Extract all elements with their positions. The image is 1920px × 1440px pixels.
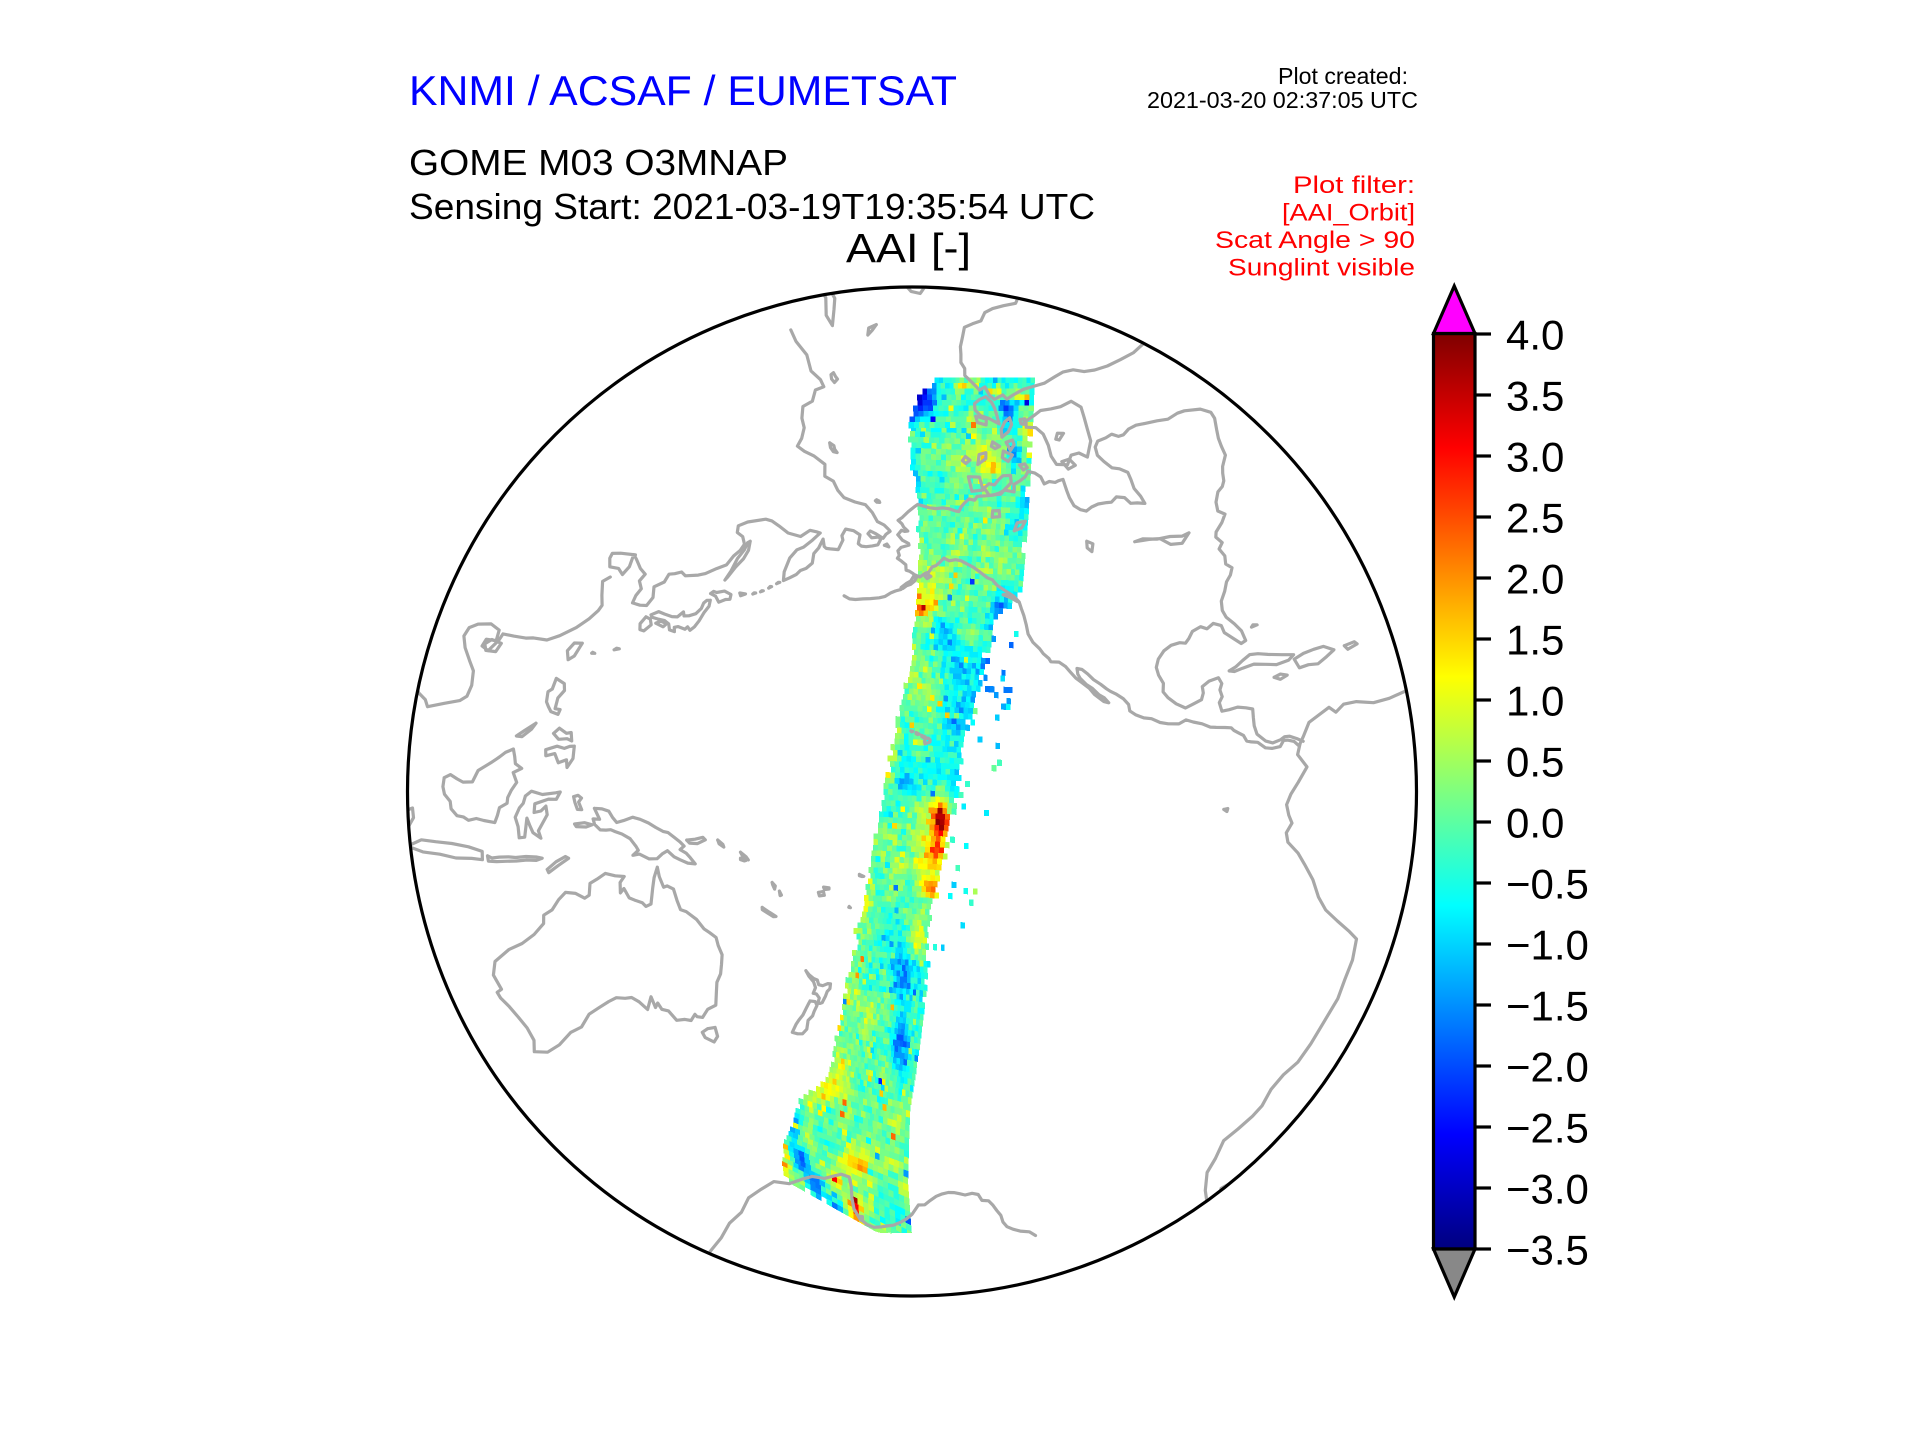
svg-text:2021-03-20 02:37:05 UTC: 2021-03-20 02:37:05 UTC — [1147, 87, 1418, 113]
svg-text:Sensing Start: 2021-03-19T19:3: Sensing Start: 2021-03-19T19:35:54 UTC — [409, 186, 1095, 227]
svg-text:KNMI / ACSAF / EUMETSAT: KNMI / ACSAF / EUMETSAT — [409, 67, 957, 114]
svg-text:1.5: 1.5 — [1506, 617, 1564, 664]
svg-text:−2.5: −2.5 — [1506, 1105, 1589, 1152]
svg-text:0.5: 0.5 — [1506, 739, 1564, 786]
svg-text:1.0: 1.0 — [1506, 678, 1564, 725]
svg-text:−3.0: −3.0 — [1506, 1166, 1589, 1213]
svg-text:4.0: 4.0 — [1506, 312, 1564, 359]
svg-text:[AAI_Orbit]: [AAI_Orbit] — [1282, 200, 1415, 227]
svg-text:3.5: 3.5 — [1506, 373, 1564, 420]
svg-text:−1.5: −1.5 — [1506, 983, 1589, 1030]
svg-text:GOME M03 O3MNAP: GOME M03 O3MNAP — [409, 142, 788, 183]
svg-text:−1.0: −1.0 — [1506, 922, 1589, 969]
svg-text:AAI [-]: AAI [-] — [846, 225, 971, 271]
svg-text:Plot filter:: Plot filter: — [1293, 172, 1415, 199]
svg-text:2.0: 2.0 — [1506, 556, 1564, 603]
svg-text:−0.5: −0.5 — [1506, 861, 1589, 908]
svg-text:−2.0: −2.0 — [1506, 1044, 1589, 1091]
svg-text:0.0: 0.0 — [1506, 800, 1564, 847]
svg-text:−3.5: −3.5 — [1506, 1227, 1589, 1274]
svg-text:2.5: 2.5 — [1506, 495, 1564, 542]
svg-text:3.0: 3.0 — [1506, 434, 1564, 481]
svg-text:Scat Angle > 90: Scat Angle > 90 — [1215, 227, 1415, 254]
svg-text:Sunglint visible: Sunglint visible — [1228, 255, 1415, 282]
svg-text:Plot created:: Plot created: — [1278, 63, 1408, 89]
